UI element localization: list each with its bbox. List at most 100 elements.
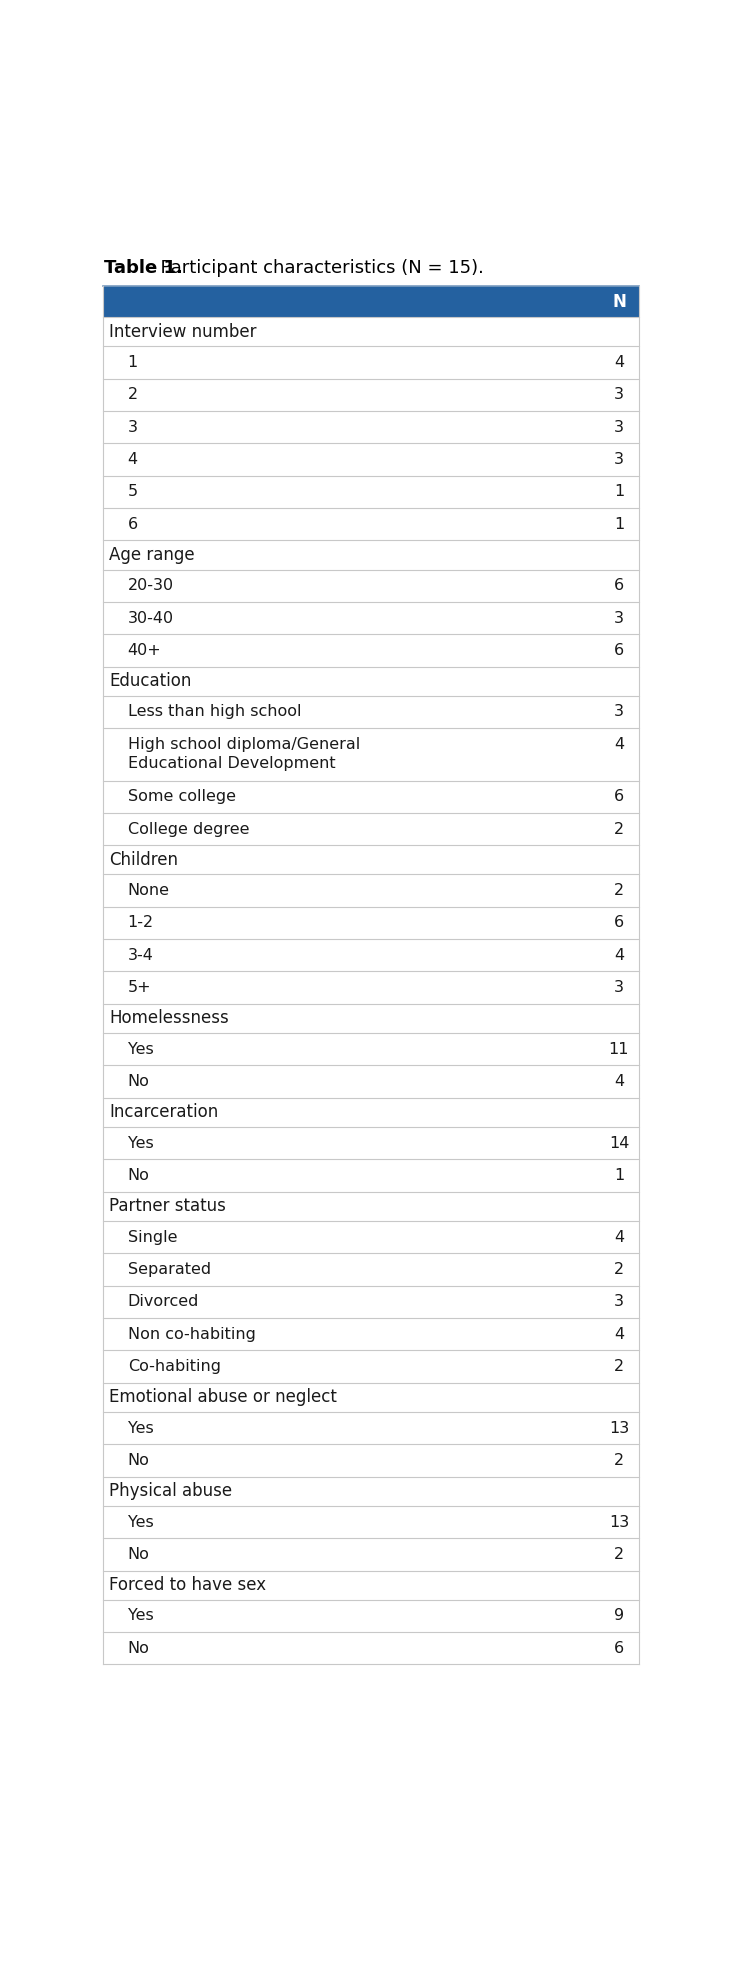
Text: Yes: Yes <box>127 1137 153 1150</box>
Text: Table 1.: Table 1. <box>105 258 183 276</box>
Text: 13: 13 <box>609 1514 629 1530</box>
Bar <box>103 940 639 972</box>
Text: 2: 2 <box>127 387 138 401</box>
Text: Participant characteristics (N = 15).: Participant characteristics (N = 15). <box>149 258 484 276</box>
Text: Yes: Yes <box>127 1607 153 1623</box>
Bar <box>103 475 639 509</box>
Text: Interview number: Interview number <box>109 322 257 340</box>
Text: Separated: Separated <box>127 1262 210 1278</box>
Text: 3: 3 <box>614 451 624 467</box>
Bar <box>103 1065 639 1097</box>
Text: 4: 4 <box>614 1075 624 1089</box>
Text: 6: 6 <box>614 644 624 658</box>
Bar <box>103 602 639 634</box>
Bar <box>103 874 639 906</box>
Text: 2: 2 <box>614 1359 624 1373</box>
Text: Yes: Yes <box>127 1421 153 1435</box>
Text: Divorced: Divorced <box>127 1294 199 1309</box>
Text: 1: 1 <box>127 356 138 370</box>
Text: N: N <box>612 292 626 310</box>
Text: 6: 6 <box>127 517 138 533</box>
Bar <box>103 1097 639 1127</box>
Bar <box>103 443 639 475</box>
Bar <box>103 1158 639 1192</box>
Text: Co-habiting: Co-habiting <box>127 1359 221 1373</box>
Text: 1-2: 1-2 <box>127 916 154 930</box>
Text: 4: 4 <box>127 451 138 467</box>
Text: 3-4: 3-4 <box>127 948 154 964</box>
Text: 4: 4 <box>614 356 624 370</box>
Text: No: No <box>127 1641 149 1655</box>
Bar <box>103 906 639 940</box>
Text: 11: 11 <box>609 1041 629 1057</box>
Bar <box>103 1476 639 1506</box>
Bar <box>103 509 639 540</box>
Text: High school diploma/General: High school diploma/General <box>127 737 360 753</box>
Bar <box>103 346 639 380</box>
Text: 13: 13 <box>609 1421 629 1435</box>
Text: 3: 3 <box>614 980 624 995</box>
Bar <box>103 318 639 346</box>
Text: No: No <box>127 1546 149 1562</box>
Bar <box>103 1413 639 1445</box>
Bar <box>103 1631 639 1665</box>
Bar <box>103 972 639 1003</box>
Text: Physical abuse: Physical abuse <box>109 1482 232 1500</box>
Bar <box>103 781 639 813</box>
Bar <box>103 286 639 318</box>
Text: Partner status: Partner status <box>109 1198 226 1216</box>
Bar <box>103 1003 639 1033</box>
Text: 3: 3 <box>614 1294 624 1309</box>
Text: 2: 2 <box>614 1452 624 1468</box>
Text: 6: 6 <box>614 1641 624 1655</box>
Bar <box>103 1254 639 1286</box>
Text: Yes: Yes <box>127 1041 153 1057</box>
Text: 20-30: 20-30 <box>127 578 174 594</box>
Text: 6: 6 <box>614 916 624 930</box>
Text: 40+: 40+ <box>127 644 161 658</box>
Text: Children: Children <box>109 850 178 868</box>
Bar <box>103 634 639 666</box>
Text: 3: 3 <box>127 419 138 435</box>
Bar <box>103 540 639 570</box>
Text: Incarceration: Incarceration <box>109 1103 219 1121</box>
Bar <box>103 727 639 781</box>
Bar <box>103 1220 639 1254</box>
Text: 5: 5 <box>127 485 138 499</box>
Bar <box>103 1351 639 1383</box>
Text: 6: 6 <box>614 789 624 805</box>
Text: Emotional abuse or neglect: Emotional abuse or neglect <box>109 1389 337 1407</box>
Text: College degree: College degree <box>127 821 250 837</box>
Text: 4: 4 <box>614 737 624 753</box>
Text: Single: Single <box>127 1230 177 1244</box>
Bar <box>103 1317 639 1351</box>
Text: Yes: Yes <box>127 1514 153 1530</box>
Text: 4: 4 <box>614 1327 624 1341</box>
Bar <box>103 666 639 695</box>
Bar <box>103 570 639 602</box>
Text: 1: 1 <box>614 485 624 499</box>
Text: 3: 3 <box>614 419 624 435</box>
Bar <box>103 1033 639 1065</box>
Text: 2: 2 <box>614 1546 624 1562</box>
Text: 4: 4 <box>614 1230 624 1244</box>
Text: 3: 3 <box>614 705 624 719</box>
Bar <box>103 1506 639 1538</box>
Bar <box>103 380 639 411</box>
Bar <box>103 844 639 874</box>
Bar <box>103 1538 639 1570</box>
Bar <box>103 1570 639 1600</box>
Text: 1: 1 <box>614 1168 624 1182</box>
Text: Less than high school: Less than high school <box>127 705 301 719</box>
Text: 9: 9 <box>614 1607 624 1623</box>
Text: Some college: Some college <box>127 789 236 805</box>
Bar <box>103 1286 639 1317</box>
Text: 14: 14 <box>609 1137 629 1150</box>
Bar <box>103 411 639 443</box>
Text: No: No <box>127 1452 149 1468</box>
Text: Forced to have sex: Forced to have sex <box>109 1576 266 1594</box>
Text: No: No <box>127 1075 149 1089</box>
Text: 4: 4 <box>614 948 624 964</box>
Text: 30-40: 30-40 <box>127 610 174 626</box>
Text: 5+: 5+ <box>127 980 152 995</box>
